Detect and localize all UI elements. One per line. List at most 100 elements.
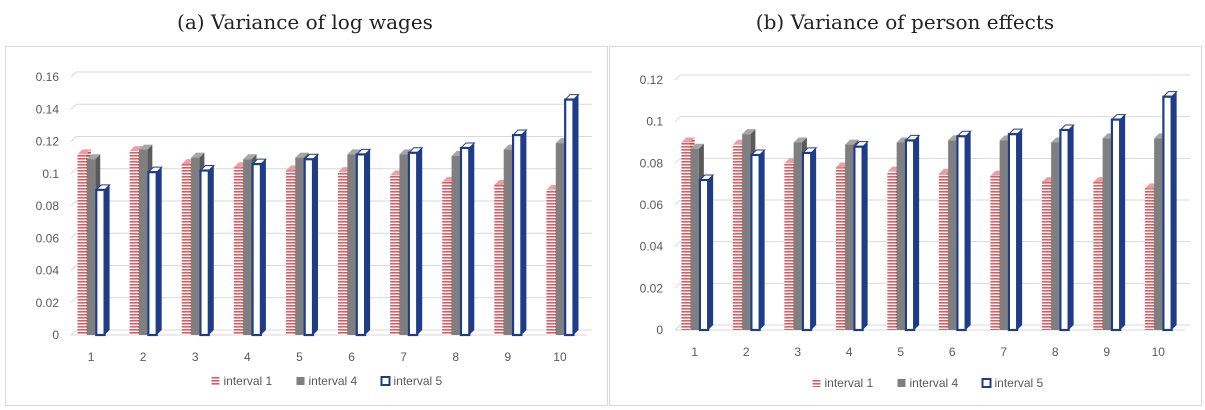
chart-b-container: 0 0.02 0.04 0.06 0.08 0.1 0.12 1 2 3 4 5 6 7 8 9 10 inter… — [609, 46, 1202, 406]
y-tick-label: 0.14 — [36, 102, 60, 116]
bar-front — [407, 151, 419, 337]
panel-a-title: (a) Variance of log wages — [177, 10, 433, 34]
bar-front — [956, 135, 967, 332]
x-tick-label: 9 — [1103, 345, 1110, 359]
bar-side — [965, 131, 971, 330]
bar-side — [312, 154, 318, 335]
y-tick-label: 0.1 — [42, 167, 59, 181]
bar-front — [690, 148, 699, 330]
gridline-depth — [674, 241, 681, 248]
bar-side — [521, 130, 527, 335]
x-tick-label: 4 — [244, 350, 251, 364]
gridline-depth — [70, 103, 77, 110]
bar-side — [156, 167, 162, 335]
bar-side — [914, 135, 920, 330]
bar-side — [208, 165, 214, 335]
bar-top — [845, 139, 859, 145]
bar-series3 — [407, 147, 424, 337]
bar-front — [129, 151, 138, 335]
bar-series3 — [251, 158, 268, 337]
gridline-depth — [674, 324, 681, 331]
bar-front — [233, 167, 243, 335]
legend-item-series2: interval 4 — [296, 374, 358, 388]
bar-front — [285, 170, 295, 335]
x-tick-label: 3 — [192, 350, 199, 364]
gridline-depth — [674, 157, 681, 164]
bar-side — [759, 150, 765, 330]
bar-front — [938, 173, 948, 330]
bar-front — [138, 149, 148, 335]
bar-top — [896, 137, 910, 143]
bar-side — [708, 175, 714, 330]
bar-front — [742, 134, 751, 330]
bar-series3 — [95, 184, 111, 337]
bar-side — [862, 141, 868, 330]
x-tick-label: 10 — [1152, 345, 1166, 359]
bar-front — [1154, 138, 1163, 330]
gridline-depth — [70, 200, 77, 207]
gridline-depth — [70, 232, 77, 239]
bar-front — [1162, 95, 1173, 332]
bar-side — [365, 149, 371, 335]
y-tick-label: 0.06 — [36, 231, 60, 245]
y-tick-label: 0 — [52, 328, 59, 342]
legend-label: interval 1 — [224, 374, 273, 388]
bar-front — [399, 154, 408, 335]
bar-series3 — [853, 141, 869, 332]
x-tick-label: 2 — [140, 350, 147, 364]
x-tick-label: 7 — [400, 350, 407, 364]
gridline-depth — [674, 282, 681, 289]
bar-front — [251, 162, 262, 337]
legend-item-series3: interval 5 — [380, 374, 443, 388]
bar-side — [417, 147, 423, 335]
bar-front — [95, 188, 106, 337]
bar-series3 — [355, 148, 372, 337]
bar-top — [399, 149, 413, 155]
bar-side — [1017, 129, 1023, 330]
legend-item-series1: interval 1 — [211, 374, 273, 388]
bar-front — [1007, 133, 1019, 332]
gridline-depth — [674, 116, 681, 123]
bar-front — [1110, 118, 1122, 332]
x-tick-label: 1 — [691, 345, 698, 359]
x-tick-label: 1 — [88, 350, 95, 364]
bar-front — [564, 98, 575, 337]
y-tick-label: 0.12 — [36, 135, 60, 149]
bar-top — [129, 146, 143, 152]
bar-front — [303, 158, 315, 337]
gridline-depth — [70, 136, 77, 142]
y-tick-label: 0.02 — [36, 296, 60, 310]
bar-front — [338, 172, 347, 335]
y-tick-label: 0.06 — [640, 198, 664, 212]
bar-series3 — [511, 129, 528, 337]
gridline-depth — [70, 71, 77, 78]
y-tick-label: 0.1 — [646, 115, 663, 129]
bar-series3 — [563, 94, 580, 337]
bar-series3 — [303, 153, 320, 337]
bar-front — [845, 144, 854, 330]
bar-front — [948, 140, 957, 330]
bar-front — [77, 154, 86, 335]
bar-top — [243, 154, 257, 160]
bar-side — [104, 184, 110, 335]
bar-top — [77, 149, 91, 155]
legend-swatch — [897, 379, 906, 387]
bar-front — [442, 181, 451, 335]
bar-series3 — [698, 174, 715, 332]
bar-front — [191, 157, 200, 335]
x-tick-label: 3 — [794, 345, 801, 359]
legend-swatch — [211, 377, 220, 385]
gridline-depth — [70, 168, 77, 175]
legend-label: interval 4 — [910, 376, 959, 390]
y-tick-label: 0.08 — [640, 156, 664, 170]
bar-front — [511, 133, 523, 337]
y-tick-label: 0 — [656, 323, 663, 337]
bar-series3 — [1007, 128, 1024, 332]
x-tick-label: 8 — [1052, 345, 1059, 359]
bar-top — [86, 154, 101, 160]
x-tick-label: 5 — [897, 345, 904, 359]
bar-series3 — [1059, 124, 1075, 332]
bar-front — [801, 151, 813, 332]
x-tick-label: 6 — [348, 350, 355, 364]
bar-side — [811, 147, 817, 330]
